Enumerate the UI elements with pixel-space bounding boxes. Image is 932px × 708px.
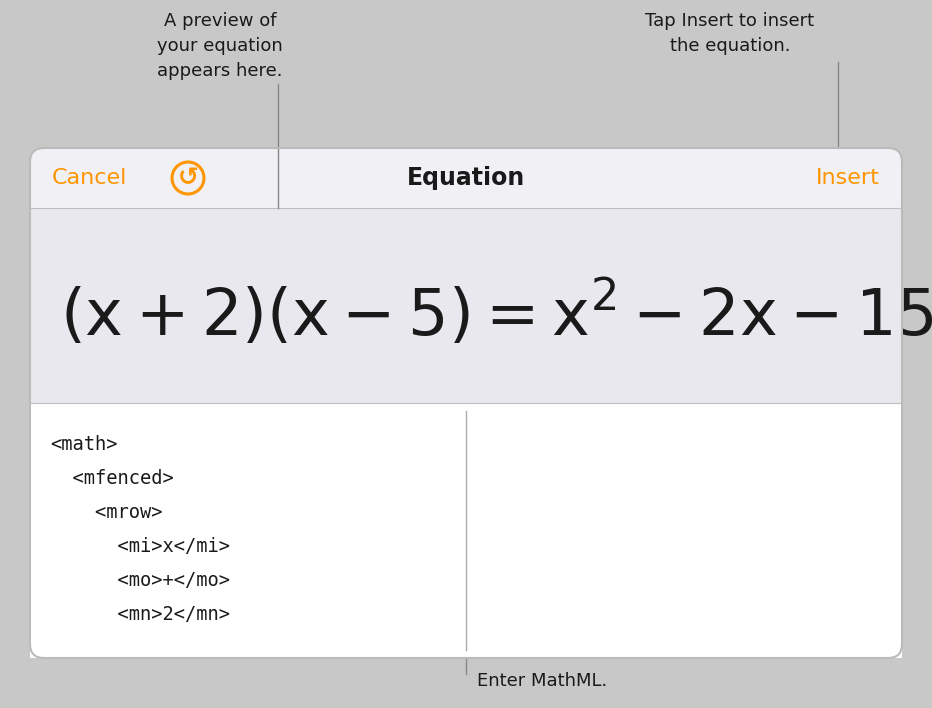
Text: Tap Insert to insert
the equation.: Tap Insert to insert the equation. [646,12,815,55]
Text: <mrow>: <mrow> [50,503,162,522]
Text: Cancel: Cancel [52,168,128,188]
Bar [30,403,902,658]
Text: <mn>2</mn>: <mn>2</mn> [50,605,230,624]
FancyBboxPatch shape [30,148,902,658]
Text: Enter MathML.: Enter MathML. [477,672,608,690]
Text: <math>: <math> [50,435,117,454]
Text: A preview of
your equation
appears here.: A preview of your equation appears here. [158,12,283,80]
Text: Insert: Insert [816,168,880,188]
Text: Equation: Equation [407,166,525,190]
Text: <mo>+</mo>: <mo>+</mo> [50,571,230,590]
Text: ↺: ↺ [177,166,199,190]
Bar [30,208,902,403]
Text: <mi>x</mi>: <mi>x</mi> [50,537,230,556]
Text: <mfenced>: <mfenced> [50,469,173,488]
Text: $\mathsf{(x + 2)(x - 5) = x^{2} - 2x - 15}$: $\mathsf{(x + 2)(x - 5) = x^{2} - 2x - 1… [60,278,932,348]
